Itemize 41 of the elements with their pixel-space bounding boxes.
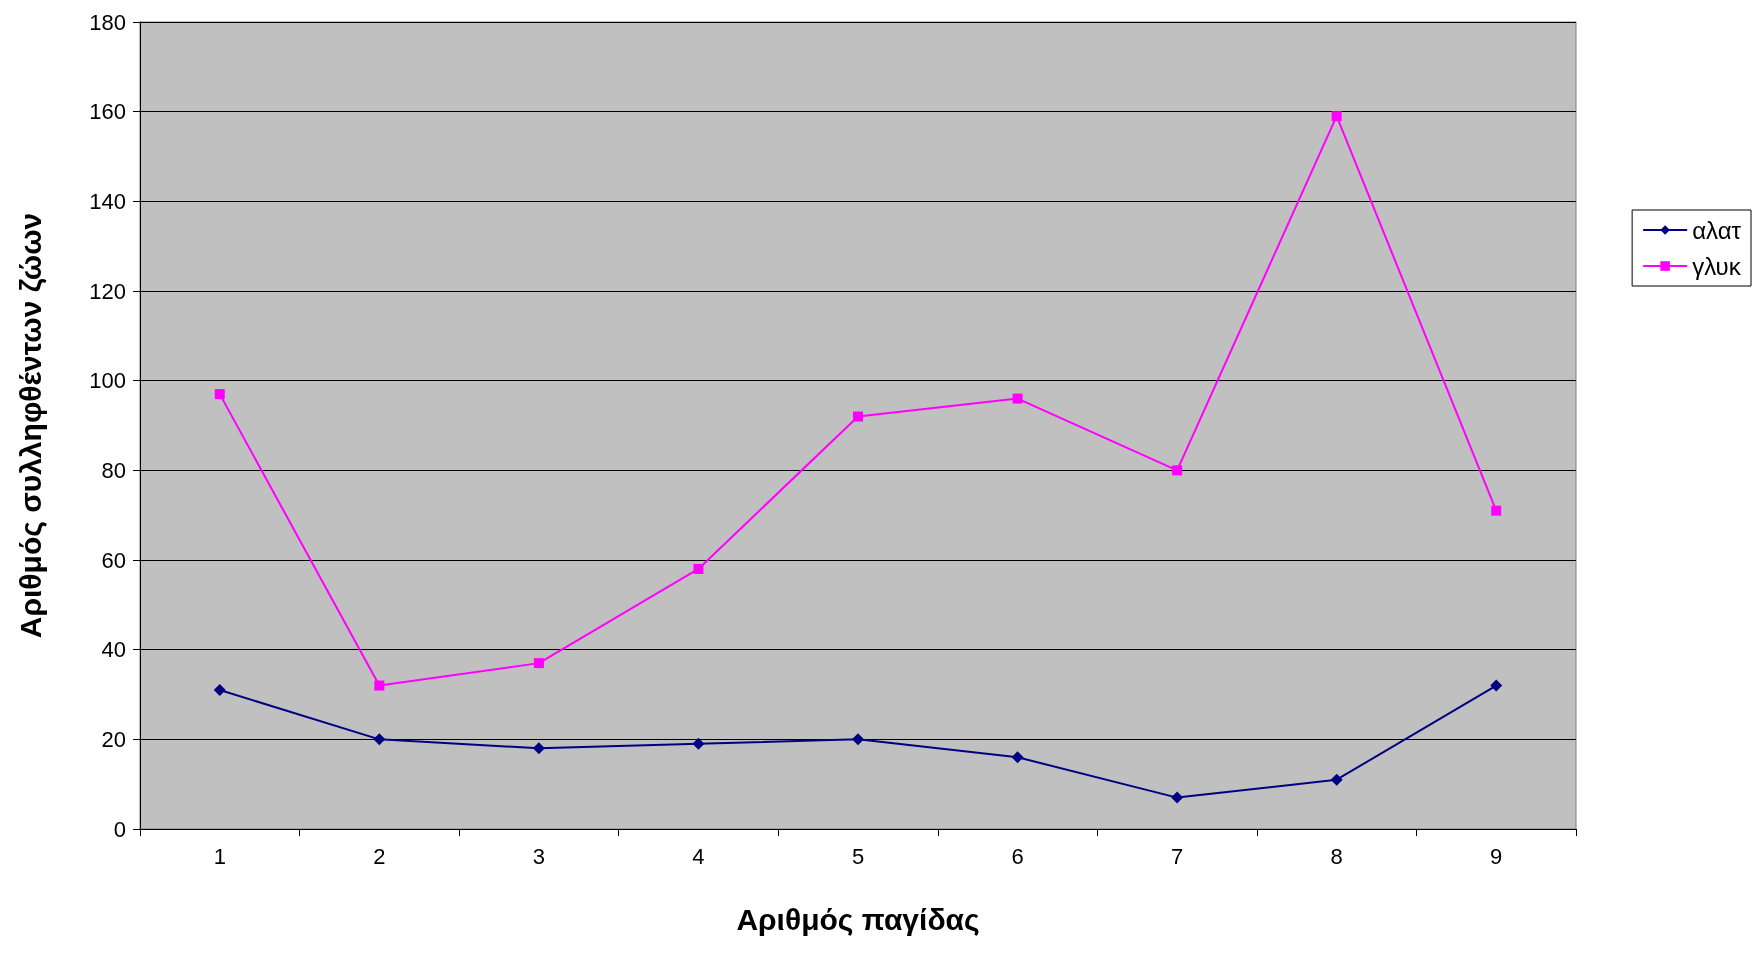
- x-tick-label: 3: [532, 843, 546, 869]
- x-axis-title: Αριθμός παγίδας: [736, 902, 980, 936]
- y-tick-label: 140: [89, 188, 126, 214]
- y-axis-title: Αριθμός συλληφθέντων ζώων: [13, 212, 47, 639]
- point: [374, 680, 385, 691]
- y-tick-label: 120: [89, 278, 126, 304]
- legend-label: αλατ: [1692, 216, 1742, 244]
- point: [1490, 679, 1503, 692]
- x-tick-label: 8: [1330, 843, 1343, 869]
- point: [533, 658, 544, 669]
- point: [1011, 751, 1024, 764]
- point: [692, 737, 705, 750]
- point: [1012, 393, 1023, 404]
- point: [214, 389, 225, 400]
- point: [213, 684, 226, 697]
- point: [373, 733, 386, 746]
- legend-label: γλυκ: [1692, 252, 1742, 280]
- x-tick-label: 7: [1170, 843, 1184, 869]
- x-tick-label: 6: [1011, 843, 1024, 869]
- y-tick-label: 100: [89, 368, 126, 394]
- y-tick-label: 60: [101, 547, 126, 573]
- point: [693, 563, 704, 574]
- point: [853, 411, 863, 422]
- x-tick-label: 4: [692, 843, 705, 869]
- x-tick-label: 1: [213, 843, 226, 869]
- x-tick-label: 2: [373, 843, 386, 869]
- y-tick-label: 80: [101, 457, 126, 483]
- y-tick-label: 20: [101, 726, 126, 752]
- x-tick-label: 5: [851, 843, 865, 869]
- y-tick-label: 40: [101, 637, 126, 663]
- point: [1330, 773, 1343, 786]
- point: [532, 742, 545, 755]
- x-tick-label: 9: [1490, 843, 1503, 869]
- point: [1171, 791, 1184, 804]
- y-tick-label: 0: [113, 816, 126, 842]
- y-tick-label: 180: [89, 9, 126, 35]
- point: [852, 733, 864, 746]
- point: [1491, 505, 1502, 516]
- point: [1172, 465, 1183, 476]
- y-tick-label: 160: [89, 99, 126, 125]
- point: [1331, 111, 1342, 122]
